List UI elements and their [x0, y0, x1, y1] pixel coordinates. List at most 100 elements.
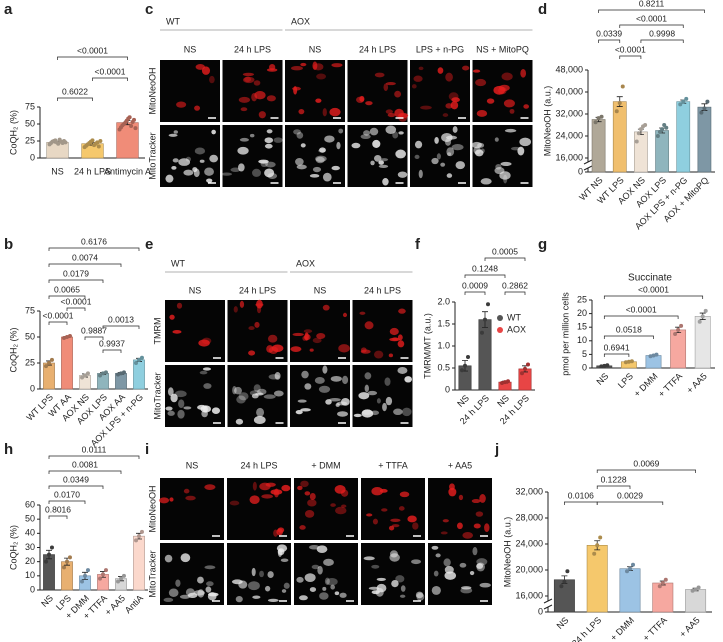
y-tick-label: 30 [25, 542, 35, 552]
cell [451, 97, 460, 103]
cell [399, 594, 406, 598]
p-value: 0.1248 [472, 263, 498, 273]
cell [268, 374, 280, 380]
cell [297, 485, 303, 491]
bar [61, 336, 73, 390]
bar [685, 589, 707, 613]
cell [176, 302, 183, 309]
cell [274, 371, 281, 380]
cell [254, 321, 260, 328]
significance-bracket [640, 39, 684, 43]
p-value: 0.0005 [492, 246, 518, 256]
legend-marker [497, 315, 503, 321]
data-point [673, 332, 678, 336]
cell [414, 140, 423, 149]
cell [445, 138, 452, 146]
cell [469, 570, 475, 576]
cell [316, 545, 328, 554]
cell [364, 372, 372, 380]
data-point [56, 141, 61, 146]
cell [169, 497, 174, 502]
cell [309, 173, 320, 178]
cell [411, 84, 417, 89]
cell [330, 375, 342, 382]
cell [342, 375, 349, 385]
cell [263, 394, 276, 399]
cell [197, 576, 204, 584]
cell [368, 586, 380, 590]
cell [258, 159, 269, 164]
cell [199, 159, 205, 163]
cell [304, 491, 311, 496]
cell [290, 346, 302, 352]
row-label: MitoTracker [152, 372, 162, 419]
significance-bracket [464, 274, 506, 278]
cell [385, 81, 396, 86]
data-point [595, 543, 600, 548]
cell [475, 78, 487, 87]
data-point [460, 368, 464, 373]
row-label: MitoTracker [147, 550, 157, 597]
y-tick-label: 25 [25, 357, 35, 367]
y-tick-label: 32,000 [515, 486, 543, 496]
cell [177, 409, 185, 419]
data-point [699, 110, 704, 115]
cell [338, 128, 344, 134]
axis-break [583, 159, 593, 165]
data-point [662, 123, 667, 127]
significance-bracket [504, 291, 526, 295]
cell [238, 392, 249, 401]
y-tick-label: 0.5 [437, 362, 450, 372]
cell [168, 588, 179, 597]
data-point [599, 364, 604, 369]
cell [373, 154, 382, 162]
cell [271, 344, 284, 352]
y-tick-label: 1.5 [437, 318, 450, 328]
cell [324, 577, 330, 585]
cell [331, 165, 340, 171]
y-tick-label: 40,000 [555, 86, 583, 96]
cell [450, 101, 459, 110]
row-label: MitoTracker [147, 132, 157, 179]
data-point [134, 361, 139, 365]
panel-letter: h [4, 441, 13, 458]
data-point [83, 373, 87, 378]
data-point [617, 101, 622, 105]
cell [367, 390, 378, 396]
cell [266, 95, 276, 102]
data-point [690, 588, 695, 593]
cell [206, 178, 213, 183]
cell [229, 500, 240, 506]
data-point [663, 577, 668, 582]
y-tick-label: 0 [30, 152, 35, 162]
cell [205, 586, 212, 593]
cell [260, 160, 269, 168]
cell [178, 399, 185, 409]
cell [385, 396, 393, 406]
cell [252, 168, 262, 177]
cell [371, 487, 384, 496]
p-value: 0.0170 [54, 489, 80, 499]
p-value: 0.0518 [616, 324, 642, 334]
column-label: 24 h LPS [234, 44, 271, 54]
x-tick-label: NS [455, 393, 471, 409]
x-tick-label: Antimycin A [104, 166, 151, 176]
p-value: <0.0001 [636, 13, 667, 23]
cell [444, 565, 454, 574]
cell [335, 506, 347, 515]
cell [295, 409, 303, 415]
data-point [614, 109, 619, 114]
data-point [103, 370, 108, 375]
cell [312, 61, 318, 71]
p-value: 0.1228 [601, 474, 627, 484]
p-value: <0.0001 [626, 304, 657, 314]
y-axis-label: MitoNeoOH (a.u.) [542, 86, 552, 157]
cell [334, 485, 346, 494]
p-value: 0.0349 [63, 474, 89, 484]
column-label: NS + MitoPQ [476, 44, 529, 54]
row-label: TMRM [152, 318, 162, 345]
cell [311, 564, 320, 570]
cell [240, 107, 248, 112]
cell [179, 594, 191, 599]
cell [204, 167, 214, 176]
